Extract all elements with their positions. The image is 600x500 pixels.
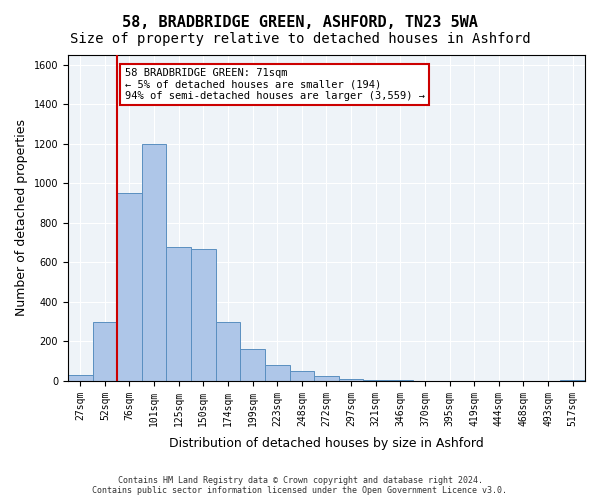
- X-axis label: Distribution of detached houses by size in Ashford: Distribution of detached houses by size …: [169, 437, 484, 450]
- Bar: [560, 380, 585, 381]
- Bar: [68, 375, 92, 381]
- Bar: [166, 246, 191, 381]
- Bar: [142, 144, 166, 381]
- Bar: [117, 194, 142, 381]
- Text: Size of property relative to detached houses in Ashford: Size of property relative to detached ho…: [70, 32, 530, 46]
- Bar: [265, 365, 290, 381]
- Bar: [388, 380, 413, 381]
- Bar: [314, 376, 339, 381]
- Bar: [215, 322, 240, 381]
- Y-axis label: Number of detached properties: Number of detached properties: [15, 120, 28, 316]
- Bar: [92, 322, 117, 381]
- Text: 58 BRADBRIDGE GREEN: 71sqm
← 5% of detached houses are smaller (194)
94% of semi: 58 BRADBRIDGE GREEN: 71sqm ← 5% of detac…: [125, 68, 425, 101]
- Text: 58, BRADBRIDGE GREEN, ASHFORD, TN23 5WA: 58, BRADBRIDGE GREEN, ASHFORD, TN23 5WA: [122, 15, 478, 30]
- Bar: [191, 248, 215, 381]
- Text: Contains HM Land Registry data © Crown copyright and database right 2024.
Contai: Contains HM Land Registry data © Crown c…: [92, 476, 508, 495]
- Bar: [240, 350, 265, 381]
- Bar: [364, 380, 388, 381]
- Bar: [339, 379, 364, 381]
- Bar: [290, 371, 314, 381]
